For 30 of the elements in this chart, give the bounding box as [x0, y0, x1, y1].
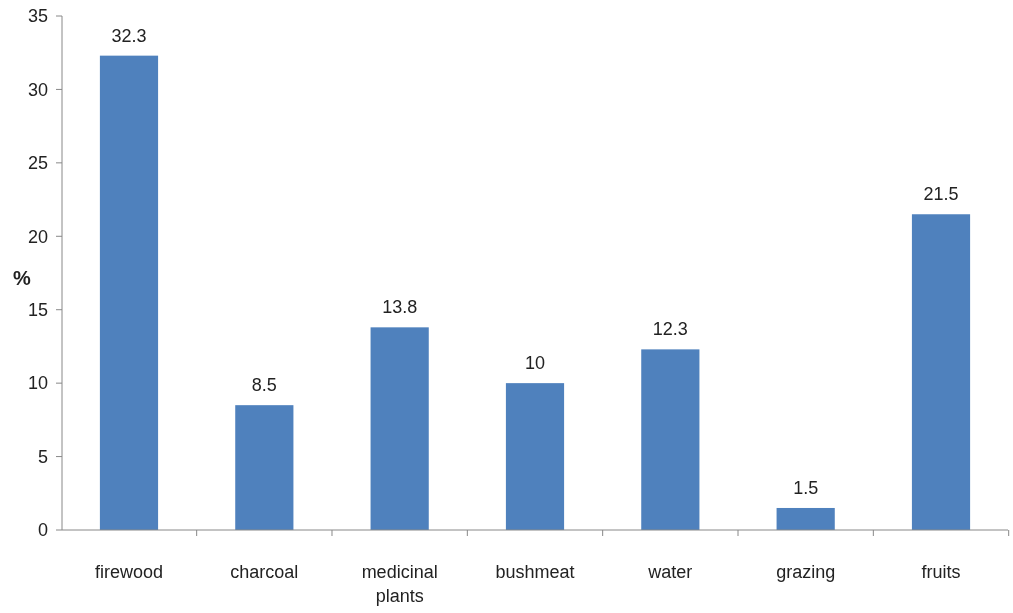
- data-label: 8.5: [251, 375, 277, 396]
- y-tick-label: 35: [27, 6, 48, 27]
- y-tick-label: 15: [27, 300, 48, 321]
- y-tick-label: 5: [37, 446, 48, 467]
- data-label: 32.3: [111, 25, 147, 46]
- data-label: 1.5: [793, 477, 819, 498]
- y-tick-label: 30: [27, 79, 48, 100]
- bar: [505, 383, 565, 530]
- x-tick-label: medicinal plants: [361, 562, 438, 606]
- y-axis-title: %: [13, 267, 32, 289]
- x-tick-label: grazing: [776, 562, 836, 582]
- data-label: 10: [524, 353, 546, 374]
- bar: [911, 214, 971, 530]
- bar: [370, 327, 429, 530]
- y-tick-label: 20: [27, 226, 48, 247]
- x-tick-label: bushmeat: [495, 562, 575, 582]
- x-tick-label: charcoal: [230, 562, 299, 582]
- bar: [641, 349, 700, 530]
- bar: [776, 507, 835, 530]
- y-tick-label: 0: [37, 520, 48, 541]
- bar: [99, 55, 159, 530]
- data-label: 13.8: [382, 297, 418, 318]
- data-label: 21.5: [923, 184, 959, 205]
- bar: [235, 405, 294, 530]
- x-tick-label: firewood: [94, 562, 164, 582]
- y-tick-label: 25: [27, 153, 48, 174]
- y-tick-label: 10: [27, 373, 48, 394]
- x-tick-label: water: [647, 562, 693, 582]
- data-label: 12.3: [652, 319, 688, 340]
- x-tick-label: fruits: [921, 562, 961, 582]
